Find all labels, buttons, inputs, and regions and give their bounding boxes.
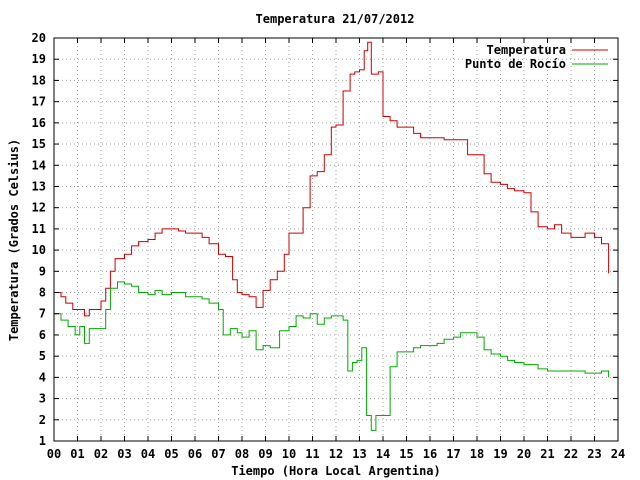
x-tick-label: 23 [587,447,601,461]
x-tick-label: 09 [258,447,272,461]
x-tick-label: 11 [305,447,319,461]
x-tick-label: 21 [540,447,554,461]
x-tick-label: 13 [352,447,366,461]
y-tick-label: 20 [32,31,46,45]
x-tick-label: 18 [470,447,484,461]
y-tick-label: 5 [39,349,46,363]
y-tick-label: 13 [32,179,46,193]
y-tick-label: 14 [32,158,46,172]
x-tick-label: 20 [517,447,531,461]
legend-label: Punto de Rocío [465,57,566,71]
x-tick-label: 24 [611,447,625,461]
x-tick-label: 16 [423,447,437,461]
x-tick-label: 22 [564,447,578,461]
x-tick-label: 15 [399,447,413,461]
x-tick-label: 05 [164,447,178,461]
x-tick-label: 04 [141,447,155,461]
x-tick-label: 10 [282,447,296,461]
y-tick-label: 2 [39,413,46,427]
x-tick-label: 19 [493,447,507,461]
grid-layer [54,38,618,441]
y-tick-label: 9 [39,264,46,278]
y-tick-label: 11 [32,222,46,236]
chart-title: Temperatura 21/07/2012 [256,12,415,26]
y-tick-label: 6 [39,328,46,342]
x-axis-label: Tiempo (Hora Local Argentina) [231,464,441,478]
y-tick-label: 7 [39,307,46,321]
series-layer [54,41,610,431]
y-tick-label: 10 [32,243,46,257]
y-axis-label: Temperatura (Grados Celsius) [7,139,21,341]
series-line-punto-de-rocio [54,281,610,431]
y-tick-label: 15 [32,137,46,151]
x-tick-label: 01 [70,447,84,461]
y-tick-label: 18 [32,73,46,87]
y-tick-label: 3 [39,392,46,406]
x-tick-label: 14 [376,447,390,461]
legend-label: Temperatura [487,43,566,57]
y-tick-label: 8 [39,286,46,300]
series-line-temperatura [54,41,610,317]
y-tick-label: 16 [32,116,46,130]
y-tick-label: 17 [32,95,46,109]
x-tick-label: 08 [235,447,249,461]
x-tick-label: 02 [94,447,108,461]
y-tick-label: 12 [32,201,46,215]
x-tick-label: 03 [117,447,131,461]
x-tick-label: 07 [211,447,225,461]
x-tick-label: 00 [47,447,61,461]
x-tick-label: 12 [329,447,343,461]
y-tick-label: 4 [39,370,46,384]
y-tick-label: 1 [39,434,46,448]
y-tick-label: 19 [32,52,46,66]
x-tick-label: 17 [446,447,460,461]
x-tick-label: 06 [188,447,202,461]
